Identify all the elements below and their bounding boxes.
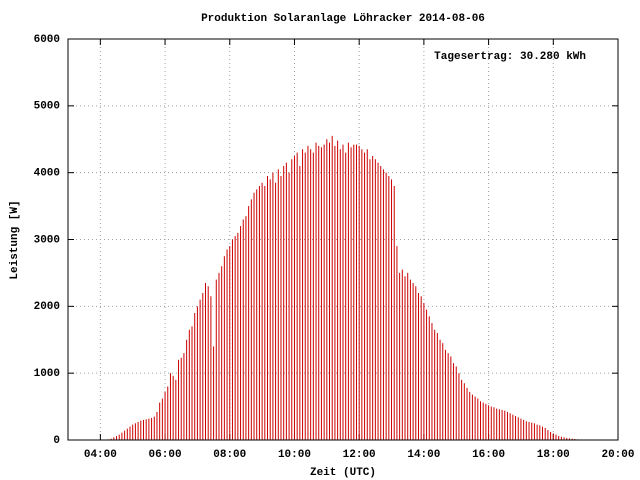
- x-tick-label: 16:00: [472, 449, 505, 461]
- x-axis-label: Zeit (UTC): [310, 467, 376, 479]
- y-tick-label: 1000: [34, 368, 60, 380]
- annotation: Tagesertrag: 30.280 kWh: [434, 51, 586, 63]
- y-tick-label: 4000: [34, 168, 60, 180]
- plot-border: [67, 38, 619, 441]
- y-axis-label: Leistung [W]: [9, 200, 21, 279]
- x-tick-label: 08:00: [213, 449, 246, 461]
- y-tick-label: 0: [53, 435, 60, 447]
- x-tick-label: 10:00: [278, 449, 311, 461]
- x-tick-label: 20:00: [601, 449, 634, 461]
- y-tick-label: 6000: [34, 34, 60, 46]
- x-tick-label: 12:00: [343, 449, 376, 461]
- chart-title: Produktion Solaranlage Löhracker 2014-08…: [201, 13, 485, 25]
- y-tick-label: 5000: [34, 101, 60, 113]
- x-tick-label: 04:00: [84, 449, 117, 461]
- y-tick-label: 2000: [34, 301, 60, 313]
- x-tick-label: 14:00: [407, 449, 440, 461]
- y-tick-label: 3000: [34, 234, 60, 246]
- x-tick-label: 18:00: [537, 449, 570, 461]
- x-tick-label: 06:00: [149, 449, 182, 461]
